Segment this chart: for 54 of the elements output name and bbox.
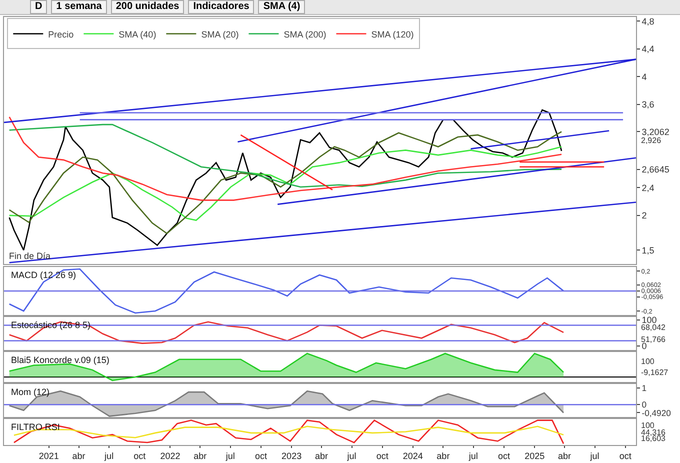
- text: 51,766: [641, 335, 666, 344]
- text: Indicadores: [188, 0, 254, 14]
- y-tick-label: 2,4: [642, 182, 654, 193]
- text: D: [30, 0, 48, 14]
- y-tick-label: 3,6: [642, 100, 654, 110]
- y-tick-label: 1: [642, 383, 647, 394]
- x-tick-label: 2021: [38, 450, 59, 461]
- text: 2,926: [641, 136, 662, 145]
- text: Fin de Día: [9, 251, 51, 261]
- legend-label: SMA (120): [371, 29, 414, 40]
- x-tick-label: jul: [224, 450, 235, 461]
- text: 200 unidades: [110, 0, 184, 14]
- y-tick-label: 3,2062: [642, 126, 670, 137]
- x-tick-label: abr: [194, 450, 207, 461]
- y-tick-label: 0: [642, 400, 647, 410]
- chart-title: Blai5 Koncorde v.09 (15): [11, 355, 110, 365]
- y-tick-label: 4,8: [642, 16, 654, 26]
- x-tick-label: abr: [436, 450, 450, 461]
- y-tick-label: 0: [642, 341, 647, 352]
- y-tick-label: 100: [642, 315, 657, 326]
- x-tick-label: abr: [558, 450, 572, 461]
- text: SMA (4): [258, 0, 306, 14]
- x-tick-label: 2022: [160, 450, 180, 461]
- text: 16,603: [641, 434, 666, 443]
- x-tick-label: oct: [254, 450, 268, 461]
- x-tick-label: abr: [314, 450, 328, 461]
- text: -9,1627: [641, 368, 669, 377]
- x-tick-label: jul: [104, 450, 114, 461]
- x-tick-label: 2025: [524, 450, 545, 461]
- text: 68,042: [641, 323, 666, 332]
- chart-title: Mom (12): [11, 387, 50, 397]
- text: 1 semana: [51, 0, 107, 14]
- legend-label: Precio: [48, 29, 74, 40]
- y-tick-label: -0,4920: [642, 408, 672, 418]
- legend-label: SMA (40): [118, 29, 156, 40]
- y-tick-label: 4: [642, 72, 647, 82]
- text: 44,316: [641, 428, 666, 437]
- x-tick-label: jul: [468, 450, 478, 461]
- y-tick-label: 2,6645: [642, 164, 670, 174]
- x-tick-label: 2023: [282, 450, 302, 461]
- chart-title: MACD (12 26 9): [11, 270, 76, 280]
- x-tick-label: jul: [589, 450, 600, 461]
- x-tick-label: oct: [498, 450, 511, 461]
- x-tick-label: oct: [619, 450, 632, 461]
- legend-label: SMA (20): [201, 29, 239, 40]
- x-tick-label: abr: [72, 450, 86, 461]
- x-tick-label: jul: [346, 450, 356, 461]
- x-tick-label: 2024: [402, 450, 423, 461]
- x-tick-label: oct: [134, 450, 146, 461]
- y-tick-label: 2: [642, 210, 647, 221]
- legend-label: SMA (200): [284, 29, 326, 40]
- y-tick-label: 1,5: [642, 245, 654, 256]
- y-tick-label: 4,4: [642, 44, 654, 54]
- x-tick-label: oct: [376, 450, 389, 461]
